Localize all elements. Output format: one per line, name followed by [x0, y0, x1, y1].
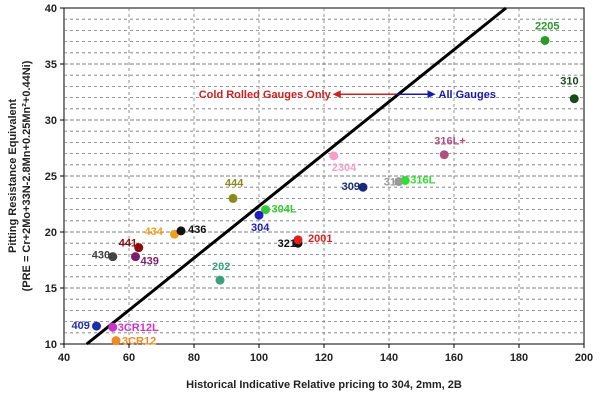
- point-310: [569, 94, 579, 104]
- point-316l+: [439, 150, 449, 160]
- x-axis-title: Historical Indicative Relative pricing t…: [186, 379, 462, 391]
- label-316l+: 316L+: [434, 136, 466, 148]
- y-tick-label: 40: [45, 3, 57, 15]
- label-2205: 2205: [535, 20, 559, 32]
- label-202: 202: [212, 261, 230, 273]
- point-2304: [329, 151, 339, 161]
- label-3cr12: 3CR12: [122, 336, 156, 348]
- point-202: [215, 275, 225, 285]
- y-axis-title-line2: (PRE = Cr+2Mo+33N-2.8Mn+0.25Mn²+0.44Ni): [21, 60, 33, 291]
- annotation-cold-rolled: Cold Rolled Gauges Only: [199, 89, 332, 101]
- y-tick-label: 15: [45, 283, 57, 295]
- label-439: 439: [141, 256, 159, 268]
- point-436: [176, 226, 186, 236]
- label-316l: 316L: [410, 174, 435, 186]
- label-430: 430: [92, 250, 110, 262]
- point-316l: [400, 175, 410, 185]
- grid-lines: [64, 8, 584, 344]
- x-tick-label: 60: [123, 352, 135, 364]
- point-439: [131, 252, 140, 262]
- label-441: 441: [119, 238, 137, 250]
- data-points: [92, 35, 579, 346]
- y-axis-title-line1: Pitting Resistance Equivalent: [7, 99, 19, 253]
- label-444: 444: [225, 177, 244, 189]
- trendline: [85, 6, 507, 346]
- y-tick-label: 35: [45, 59, 57, 71]
- x-axis-ticks: 40 60 80 100 120 140 160 180 200: [58, 344, 593, 364]
- label-2304: 2304: [332, 162, 357, 174]
- label-315: 315: [384, 177, 402, 189]
- point-444: [228, 193, 238, 203]
- label-309: 309: [342, 181, 360, 193]
- point-304: [254, 210, 264, 220]
- label-409: 409: [72, 320, 90, 332]
- label-436: 436: [188, 224, 206, 236]
- point-309: [358, 182, 368, 192]
- label-321: 321: [278, 238, 296, 250]
- point-409: [92, 321, 101, 331]
- annotation-all-gauges: All Gauges: [439, 89, 496, 101]
- label-310: 310: [560, 76, 578, 88]
- label-2001: 2001: [308, 233, 332, 245]
- label-3cr12l: 3CR12L: [118, 322, 159, 334]
- x-tick-label: 160: [445, 352, 463, 364]
- y-axis-ticks: 10 15 20 25 30 35 40: [45, 3, 64, 351]
- x-tick-label: 40: [58, 352, 70, 364]
- point-3cr12: [111, 336, 121, 346]
- point-3cr12l: [108, 322, 118, 332]
- x-tick-label: 100: [250, 352, 268, 364]
- y-tick-label: 30: [45, 115, 57, 127]
- point-2205: [540, 35, 550, 45]
- y-axis-title-group: Pitting Resistance Equivalent (PRE = Cr+…: [7, 60, 33, 291]
- point-441: [134, 243, 144, 253]
- x-tick-label: 180: [510, 352, 528, 364]
- label-304: 304: [251, 222, 270, 234]
- y-tick-label: 25: [45, 171, 57, 183]
- label-434: 434: [145, 226, 164, 238]
- point-304l: [261, 205, 270, 215]
- y-tick-label: 20: [45, 227, 57, 239]
- label-304l: 304L: [272, 204, 297, 216]
- x-tick-label: 140: [380, 352, 398, 364]
- y-tick-label: 10: [45, 339, 57, 351]
- point-2001: [293, 235, 303, 245]
- trendline-group: [85, 6, 507, 346]
- x-tick-label: 120: [315, 352, 333, 364]
- x-tick-label: 80: [188, 352, 200, 364]
- x-tick-label: 200: [575, 352, 593, 364]
- point-430: [108, 252, 118, 262]
